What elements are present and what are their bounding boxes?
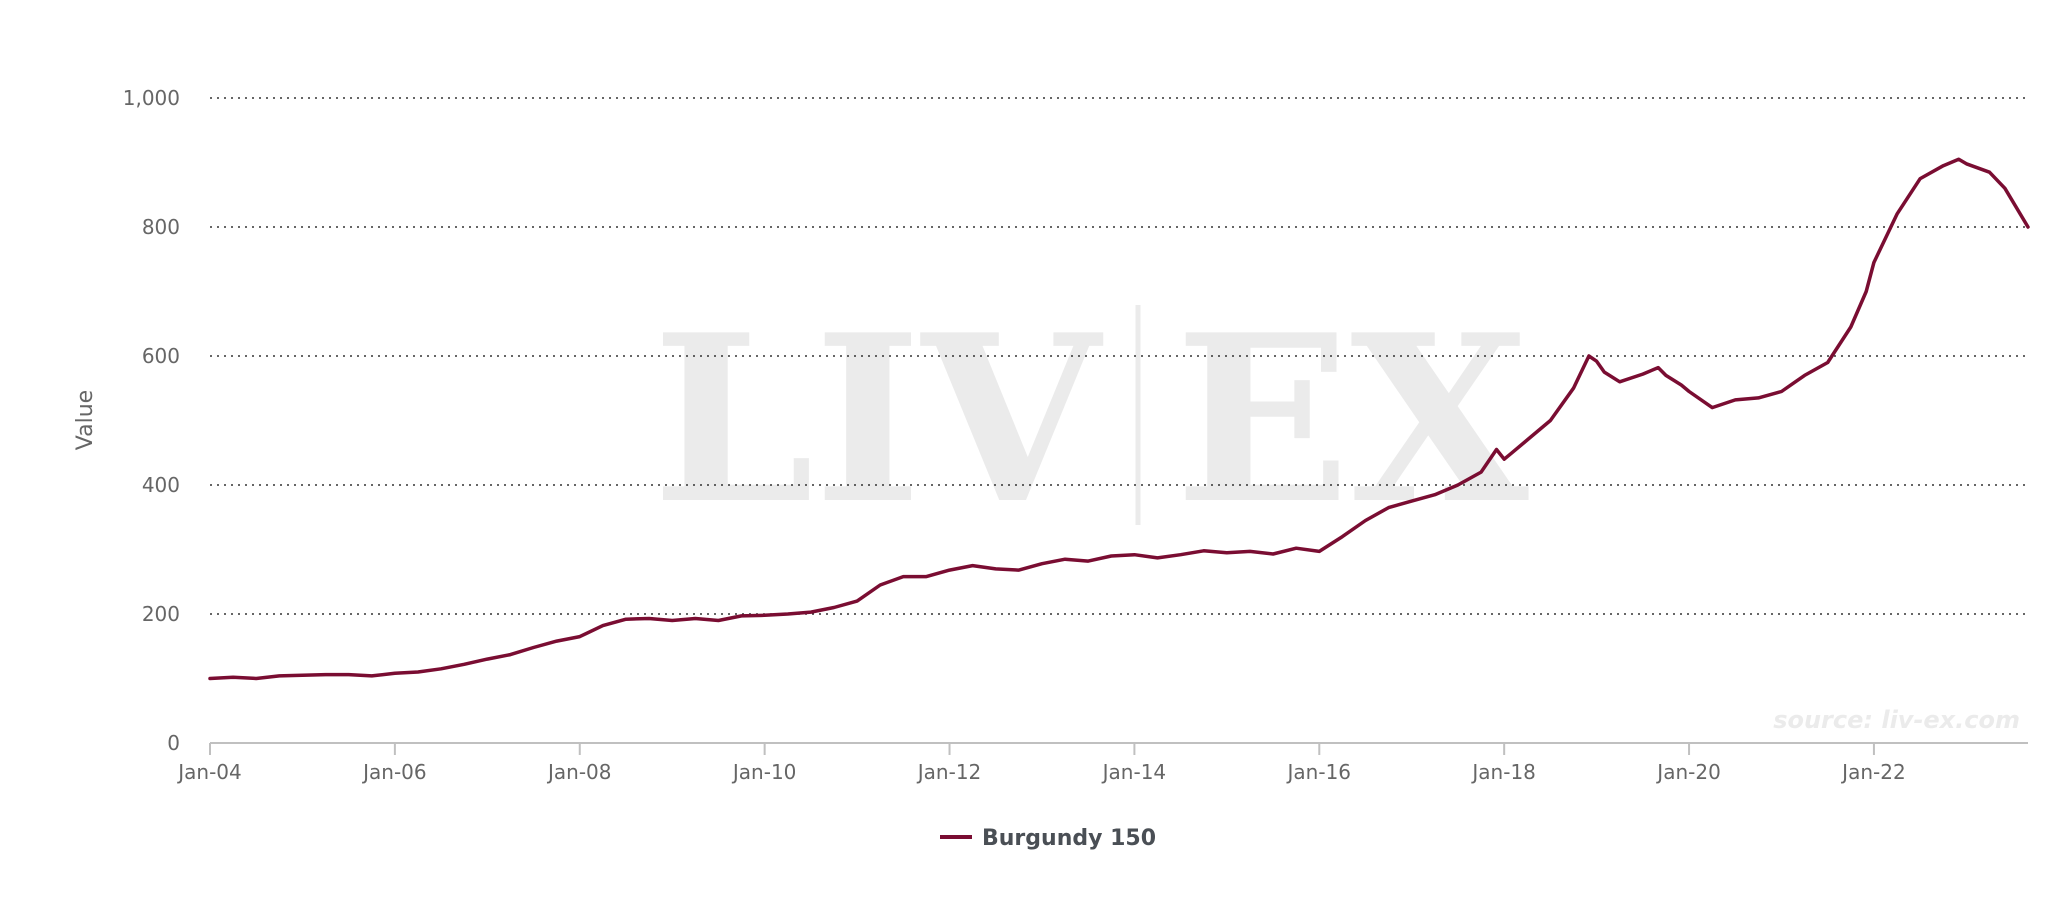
- x-tick-label: Jan-10: [731, 760, 797, 784]
- series-layer: [208, 157, 2030, 681]
- x-tick-label: Jan-18: [1470, 760, 1536, 784]
- x-axis-ticks: Jan-04 Jan-06 Jan-08 Jan-10 Jan-12 Jan-14 Jan-…: [176, 743, 1906, 784]
- x-tick-label: Jan-08: [546, 760, 612, 784]
- y-tick-label: 200: [142, 602, 180, 626]
- x-tick-label: Jan-16: [1286, 760, 1352, 784]
- watermark-left-text: LIV: [652, 285, 1103, 555]
- y-tick-label: 400: [142, 473, 180, 497]
- y-axis-ticks: 0 200 400 600 800 1,000: [123, 86, 180, 755]
- x-tick-label: Jan-12: [916, 760, 982, 784]
- watermark-right-text: EX: [1175, 285, 1529, 555]
- source-note: source: liv-ex.com: [1773, 706, 2020, 734]
- y-tick-label: 0: [167, 731, 180, 755]
- y-axis-title: Value: [73, 390, 98, 450]
- x-tick-label: Jan-20: [1655, 760, 1721, 784]
- x-tick-label: Jan-22: [1840, 760, 1906, 784]
- x-tick-label: Jan-06: [361, 760, 427, 784]
- y-tick-label: 600: [142, 344, 180, 368]
- gridlines: [210, 97, 2028, 615]
- legend-label[interactable]: Burgundy 150: [982, 826, 1156, 851]
- x-tick-label: Jan-14: [1101, 760, 1167, 784]
- series-line-burgundy-150[interactable]: [208, 157, 2030, 681]
- legend[interactable]: Burgundy 150: [940, 826, 1156, 851]
- y-tick-label: 1,000: [123, 86, 180, 110]
- liv-ex-watermark: LIV EX: [652, 285, 1529, 555]
- x-tick-label: Jan-04: [176, 760, 242, 784]
- y-tick-label: 800: [142, 215, 180, 239]
